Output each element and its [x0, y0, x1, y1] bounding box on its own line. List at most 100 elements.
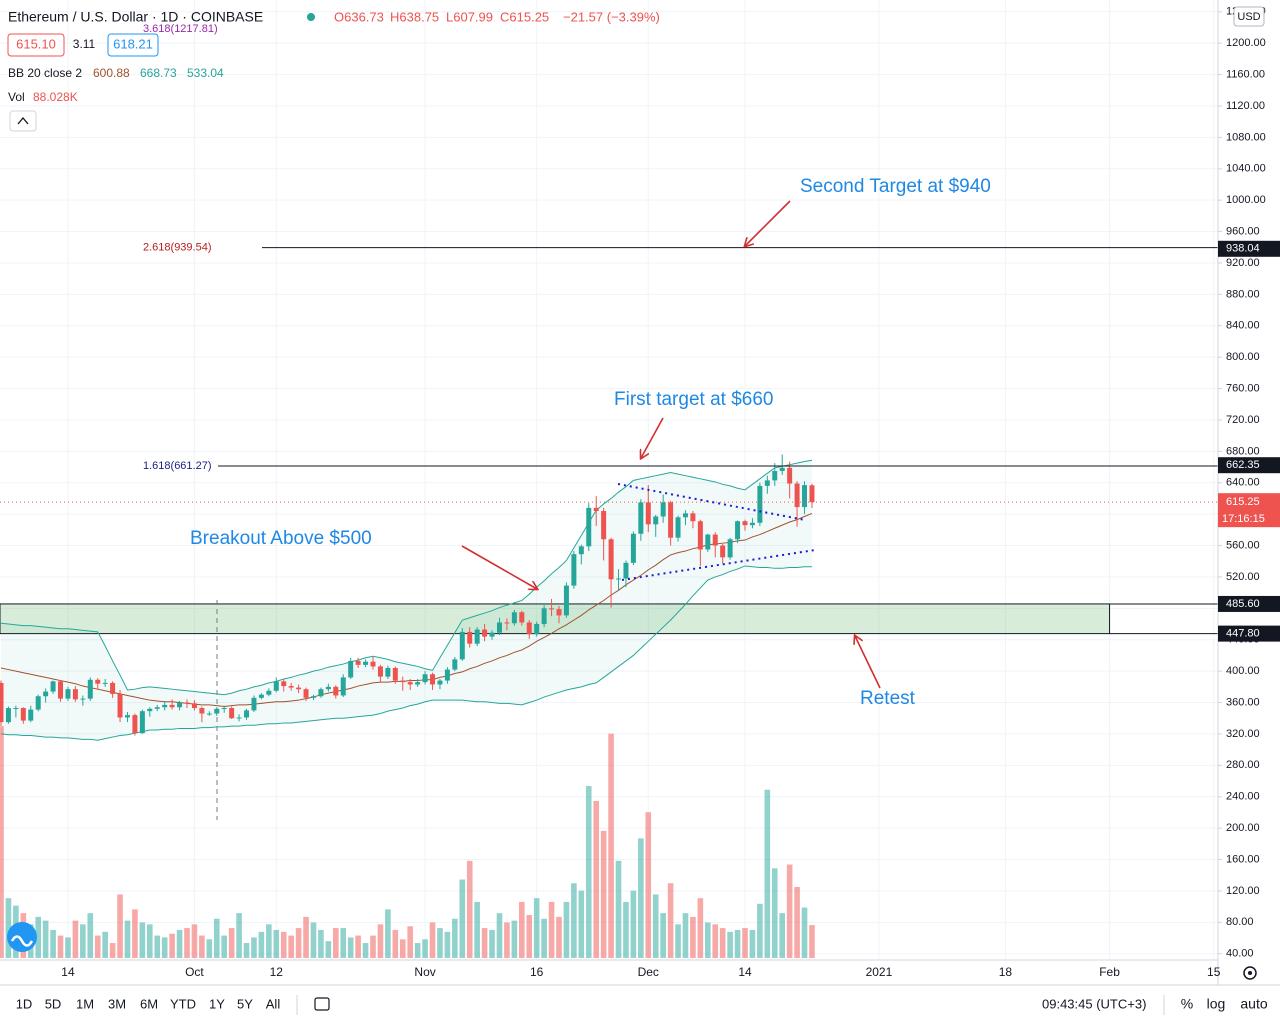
- range-button[interactable]: 1Y: [209, 996, 225, 1011]
- y-tick-label: 560.00: [1226, 539, 1260, 551]
- currency-badge[interactable]: [1233, 6, 1265, 27]
- volume-bar: [593, 800, 599, 958]
- candle-body: [482, 629, 488, 637]
- volume-bar: [288, 935, 294, 958]
- candle-body: [623, 562, 629, 579]
- x-tick-label: 14: [61, 965, 75, 979]
- volume-bar: [511, 920, 518, 958]
- candle-body: [244, 710, 250, 718]
- volume-bar: [422, 939, 428, 958]
- candle-body: [556, 609, 562, 616]
- volume-bar: [206, 939, 213, 958]
- volume-bar: [154, 935, 161, 958]
- volume-layer: [0, 726, 815, 958]
- candle-body: [601, 511, 607, 540]
- y-tick-label: 1000.00: [1226, 194, 1266, 206]
- range-button[interactable]: 1D: [16, 996, 33, 1011]
- volume-bar: [794, 886, 800, 958]
- candle-body: [58, 681, 64, 699]
- ohlc-open: O636.73: [334, 9, 384, 24]
- range-button[interactable]: 3M: [108, 996, 126, 1011]
- volume-bar: [407, 926, 413, 958]
- volume-bar: [42, 920, 49, 958]
- candle-body: [65, 689, 71, 699]
- range-button[interactable]: 5D: [45, 996, 62, 1011]
- candle-body: [772, 470, 778, 481]
- volume-bar: [489, 929, 495, 958]
- volume-bar: [251, 937, 257, 958]
- candle-body: [132, 715, 138, 734]
- scale-option[interactable]: log: [1207, 996, 1226, 1012]
- candle-body: [787, 467, 793, 484]
- volume-bar: [147, 924, 153, 958]
- scale-option[interactable]: %: [1181, 996, 1193, 1012]
- candle-body: [742, 521, 748, 526]
- annotation-arrow: [855, 636, 881, 689]
- volume-bar: [667, 883, 674, 958]
- countdown: 17:16:15: [1222, 513, 1265, 525]
- x-tick-label: 14: [738, 965, 752, 979]
- range-button[interactable]: 6M: [140, 996, 158, 1011]
- volume-bar: [690, 916, 696, 958]
- volume-bar: [764, 789, 771, 958]
- candle-body: [422, 674, 428, 683]
- chart-title: Ethereum / U.S. Dollar · 1D · COINBASE: [8, 9, 263, 25]
- y-tick-label: 40.00: [1226, 948, 1254, 960]
- volume-bar: [660, 913, 666, 958]
- candle-body: [415, 682, 421, 685]
- price-label: 662.35: [1226, 459, 1260, 471]
- volume-bar: [385, 909, 391, 958]
- ohlc-close: C615.25: [500, 9, 549, 24]
- time-axis: 14 Oct 12 Nov 16 Dec 14 2021 18 Feb 15: [61, 965, 1220, 979]
- x-tick-label: 18: [999, 965, 1013, 979]
- indicator-upper: 668.73: [140, 66, 177, 80]
- logo[interactable]: [7, 922, 37, 952]
- volume-bar: [645, 812, 652, 958]
- y-tick-label: 840.00: [1226, 320, 1260, 332]
- volume-bar: [496, 913, 503, 958]
- band-fill: [1, 460, 812, 741]
- volume-bar: [399, 939, 406, 958]
- candle-body: [5, 708, 11, 723]
- indicator-basis: 600.88: [93, 66, 130, 80]
- volume-bar: [65, 937, 71, 958]
- y-tick-label: 360.00: [1226, 696, 1260, 708]
- volume-bar: [578, 890, 585, 958]
- indicator-lower: 533.04: [187, 66, 224, 80]
- y-tick-label: 1200.00: [1226, 37, 1266, 49]
- candle-body: [348, 660, 354, 678]
- settings-icon[interactable]: [1243, 966, 1257, 980]
- annotation: First target at $660: [614, 389, 773, 410]
- collapse-button[interactable]: [9, 110, 37, 132]
- candle-body: [251, 697, 257, 711]
- volume-bar: [563, 901, 570, 958]
- candle-body: [221, 708, 227, 710]
- volume-bar: [325, 941, 332, 958]
- volume-bar: [749, 929, 756, 958]
- y-tick-label: 160.00: [1226, 853, 1260, 865]
- candle-body: [616, 578, 622, 580]
- bid-box[interactable]: [7, 33, 65, 57]
- volume-bar: [161, 937, 168, 958]
- date-range-icon[interactable]: [314, 997, 330, 1011]
- range-button[interactable]: All: [266, 996, 281, 1011]
- scale-option[interactable]: auto: [1240, 996, 1267, 1012]
- candle-body: [541, 608, 547, 625]
- volume-bar: [5, 898, 12, 958]
- candle-body: [13, 708, 19, 710]
- candle-body: [303, 689, 309, 698]
- candle-body: [102, 682, 108, 684]
- candle-body: [177, 702, 183, 708]
- volume-bar: [437, 928, 443, 958]
- candle-body: [519, 612, 525, 623]
- ask-box[interactable]: [107, 33, 159, 57]
- volume-bar: [340, 928, 347, 958]
- range-button[interactable]: 1M: [76, 996, 94, 1011]
- range-button[interactable]: YTD: [170, 996, 196, 1011]
- collapse-icon: [17, 116, 29, 125]
- range-button[interactable]: 5Y: [237, 996, 253, 1011]
- volume-bar: [533, 898, 540, 958]
- candle-body: [124, 715, 130, 718]
- candle-body: [370, 661, 376, 667]
